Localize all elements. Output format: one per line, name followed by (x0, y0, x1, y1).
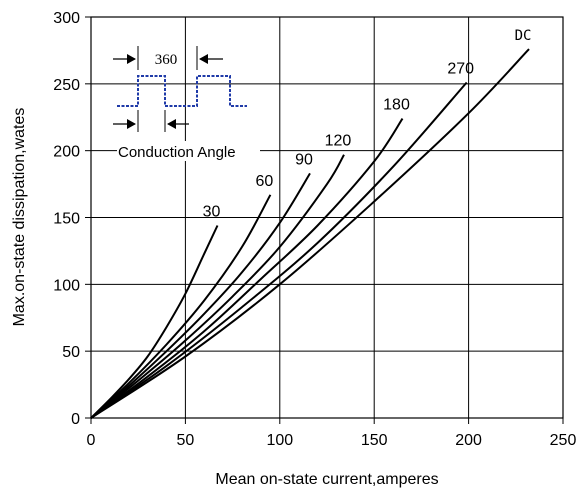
inset-label-bg (117, 141, 260, 161)
series-line-120 (90, 154, 345, 419)
inset-period-label: 360 (155, 52, 178, 68)
series-line-30 (90, 225, 219, 419)
x-tick-label: 50 (177, 432, 195, 449)
x-tick-label: 250 (550, 432, 577, 449)
y-tick-label: 250 (53, 77, 80, 94)
conduction-angle-inset: 360 Conduction Angle (113, 46, 260, 161)
x-axis-title: Mean on-state current,amperes (215, 471, 438, 488)
y-tick-label: 300 (53, 10, 80, 27)
inset-waveform (117, 75, 247, 107)
series-label-30: 30 (203, 204, 221, 221)
series-label-180: 180 (383, 97, 410, 114)
series-label-90: 90 (295, 151, 313, 168)
series-label-60: 60 (255, 173, 273, 190)
inset-arrowhead-left (127, 54, 136, 64)
x-tick-label: 0 (87, 432, 96, 449)
inset-arrowhead-right (199, 54, 208, 64)
inset-conduction-label: Conduction Angle (118, 144, 236, 161)
series-lines (90, 48, 530, 419)
inset-arrowhead2-right (167, 119, 176, 129)
series-labels: 30 60 90 120 180 270 DC (203, 28, 532, 220)
y-tick-label: 200 (53, 144, 80, 161)
series-label-120: 120 (325, 133, 352, 150)
y-tick-label: 100 (53, 277, 80, 294)
y-tick-label: 150 (53, 211, 80, 228)
series-line-60 (90, 194, 272, 419)
series-line-90 (90, 172, 311, 419)
x-tick-label: 200 (455, 432, 482, 449)
y-tick-label: 50 (62, 344, 80, 361)
series-label-dc: DC (515, 28, 532, 44)
series-label-270: 270 (447, 60, 474, 77)
tick-labels: 0 50 100 150 200 250 0 50 100 150 200 250 300 (53, 10, 576, 449)
x-tick-label: 150 (361, 432, 388, 449)
y-tick-label: 0 (71, 411, 80, 428)
series-line-270 (90, 81, 468, 419)
series-line-180 (90, 118, 404, 419)
y-axis-title: Max.on-state dissipation,wates (11, 108, 28, 327)
inset-arrowhead2-left (127, 119, 136, 129)
series-line-dc (90, 48, 530, 419)
x-tick-label: 100 (266, 432, 293, 449)
